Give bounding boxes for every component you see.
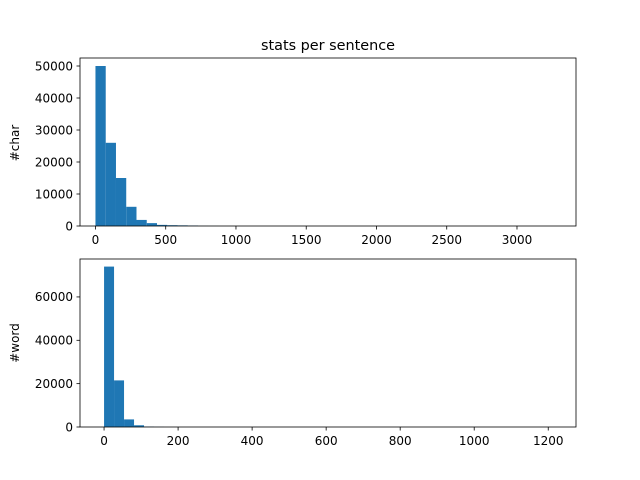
y-tick-label-word-3: 60000: [35, 290, 73, 304]
chart-title: stats per sentence: [261, 38, 395, 54]
y-tick-label-word-0: 0: [65, 420, 73, 434]
axes-frame-word: [79, 258, 577, 428]
y-tick-label-char-1: 10000: [35, 187, 73, 201]
histogram-bar-char-4: [136, 219, 147, 226]
x-tick-label-word-1: 200: [167, 434, 190, 448]
y-tick-label-char-0: 0: [65, 219, 73, 233]
y-tick-label-char-4: 40000: [35, 91, 73, 105]
histogram-bar-char-6: [157, 224, 168, 226]
x-tick-label-word-4: 800: [389, 434, 412, 448]
y-tick-label-word-2: 40000: [35, 334, 73, 348]
x-tick-label-word-0: 0: [100, 434, 108, 448]
histogram-bar-word-2: [124, 419, 135, 427]
x-tick-label-char-2: 1000: [221, 233, 252, 247]
y-tick-label-char-3: 30000: [35, 123, 73, 137]
y-tick-label-char-5: 50000: [35, 59, 73, 73]
histogram-word: #word 0 200 400 600 800 1000 1200 0 20000 40000 60…: [8, 258, 577, 448]
y-tick-label-char-2: 20000: [35, 155, 73, 169]
histogram-bar-char-2: [115, 178, 127, 226]
histogram-bar-word-0: [104, 266, 115, 427]
histogram-bar-char-5: [146, 223, 157, 226]
x-tick-label-word-3: 600: [315, 434, 338, 448]
x-tick-label-char-0: 0: [92, 233, 100, 247]
x-tick-label-char-1: 500: [154, 233, 177, 247]
histogram-bar-char-3: [126, 206, 137, 226]
x-tick-label-char-3: 1500: [291, 233, 322, 247]
y-tick-label-word-1: 20000: [35, 377, 73, 391]
histogram-bar-word-3: [134, 425, 145, 427]
x-tick-label-char-4: 2000: [361, 233, 392, 247]
x-tick-label-char-6: 3000: [502, 233, 533, 247]
x-tick-label-char-5: 2500: [431, 233, 462, 247]
x-tick-label-word-6: 1200: [533, 434, 564, 448]
y-axis-label-char: #char: [8, 125, 22, 162]
axes-frame-char: [79, 57, 577, 227]
histogram-bar-char-0: [95, 66, 106, 226]
histogram-bar-char-1: [105, 142, 116, 226]
x-tick-label-word-5: 1000: [459, 434, 490, 448]
y-axis-label-word: #word: [8, 323, 22, 363]
histogram-bar-word-1: [114, 380, 125, 427]
x-tick-label-word-2: 400: [241, 434, 264, 448]
histogram-char: #char 0 500 1000 1500 2000 2500 30000100002000…: [8, 57, 577, 247]
